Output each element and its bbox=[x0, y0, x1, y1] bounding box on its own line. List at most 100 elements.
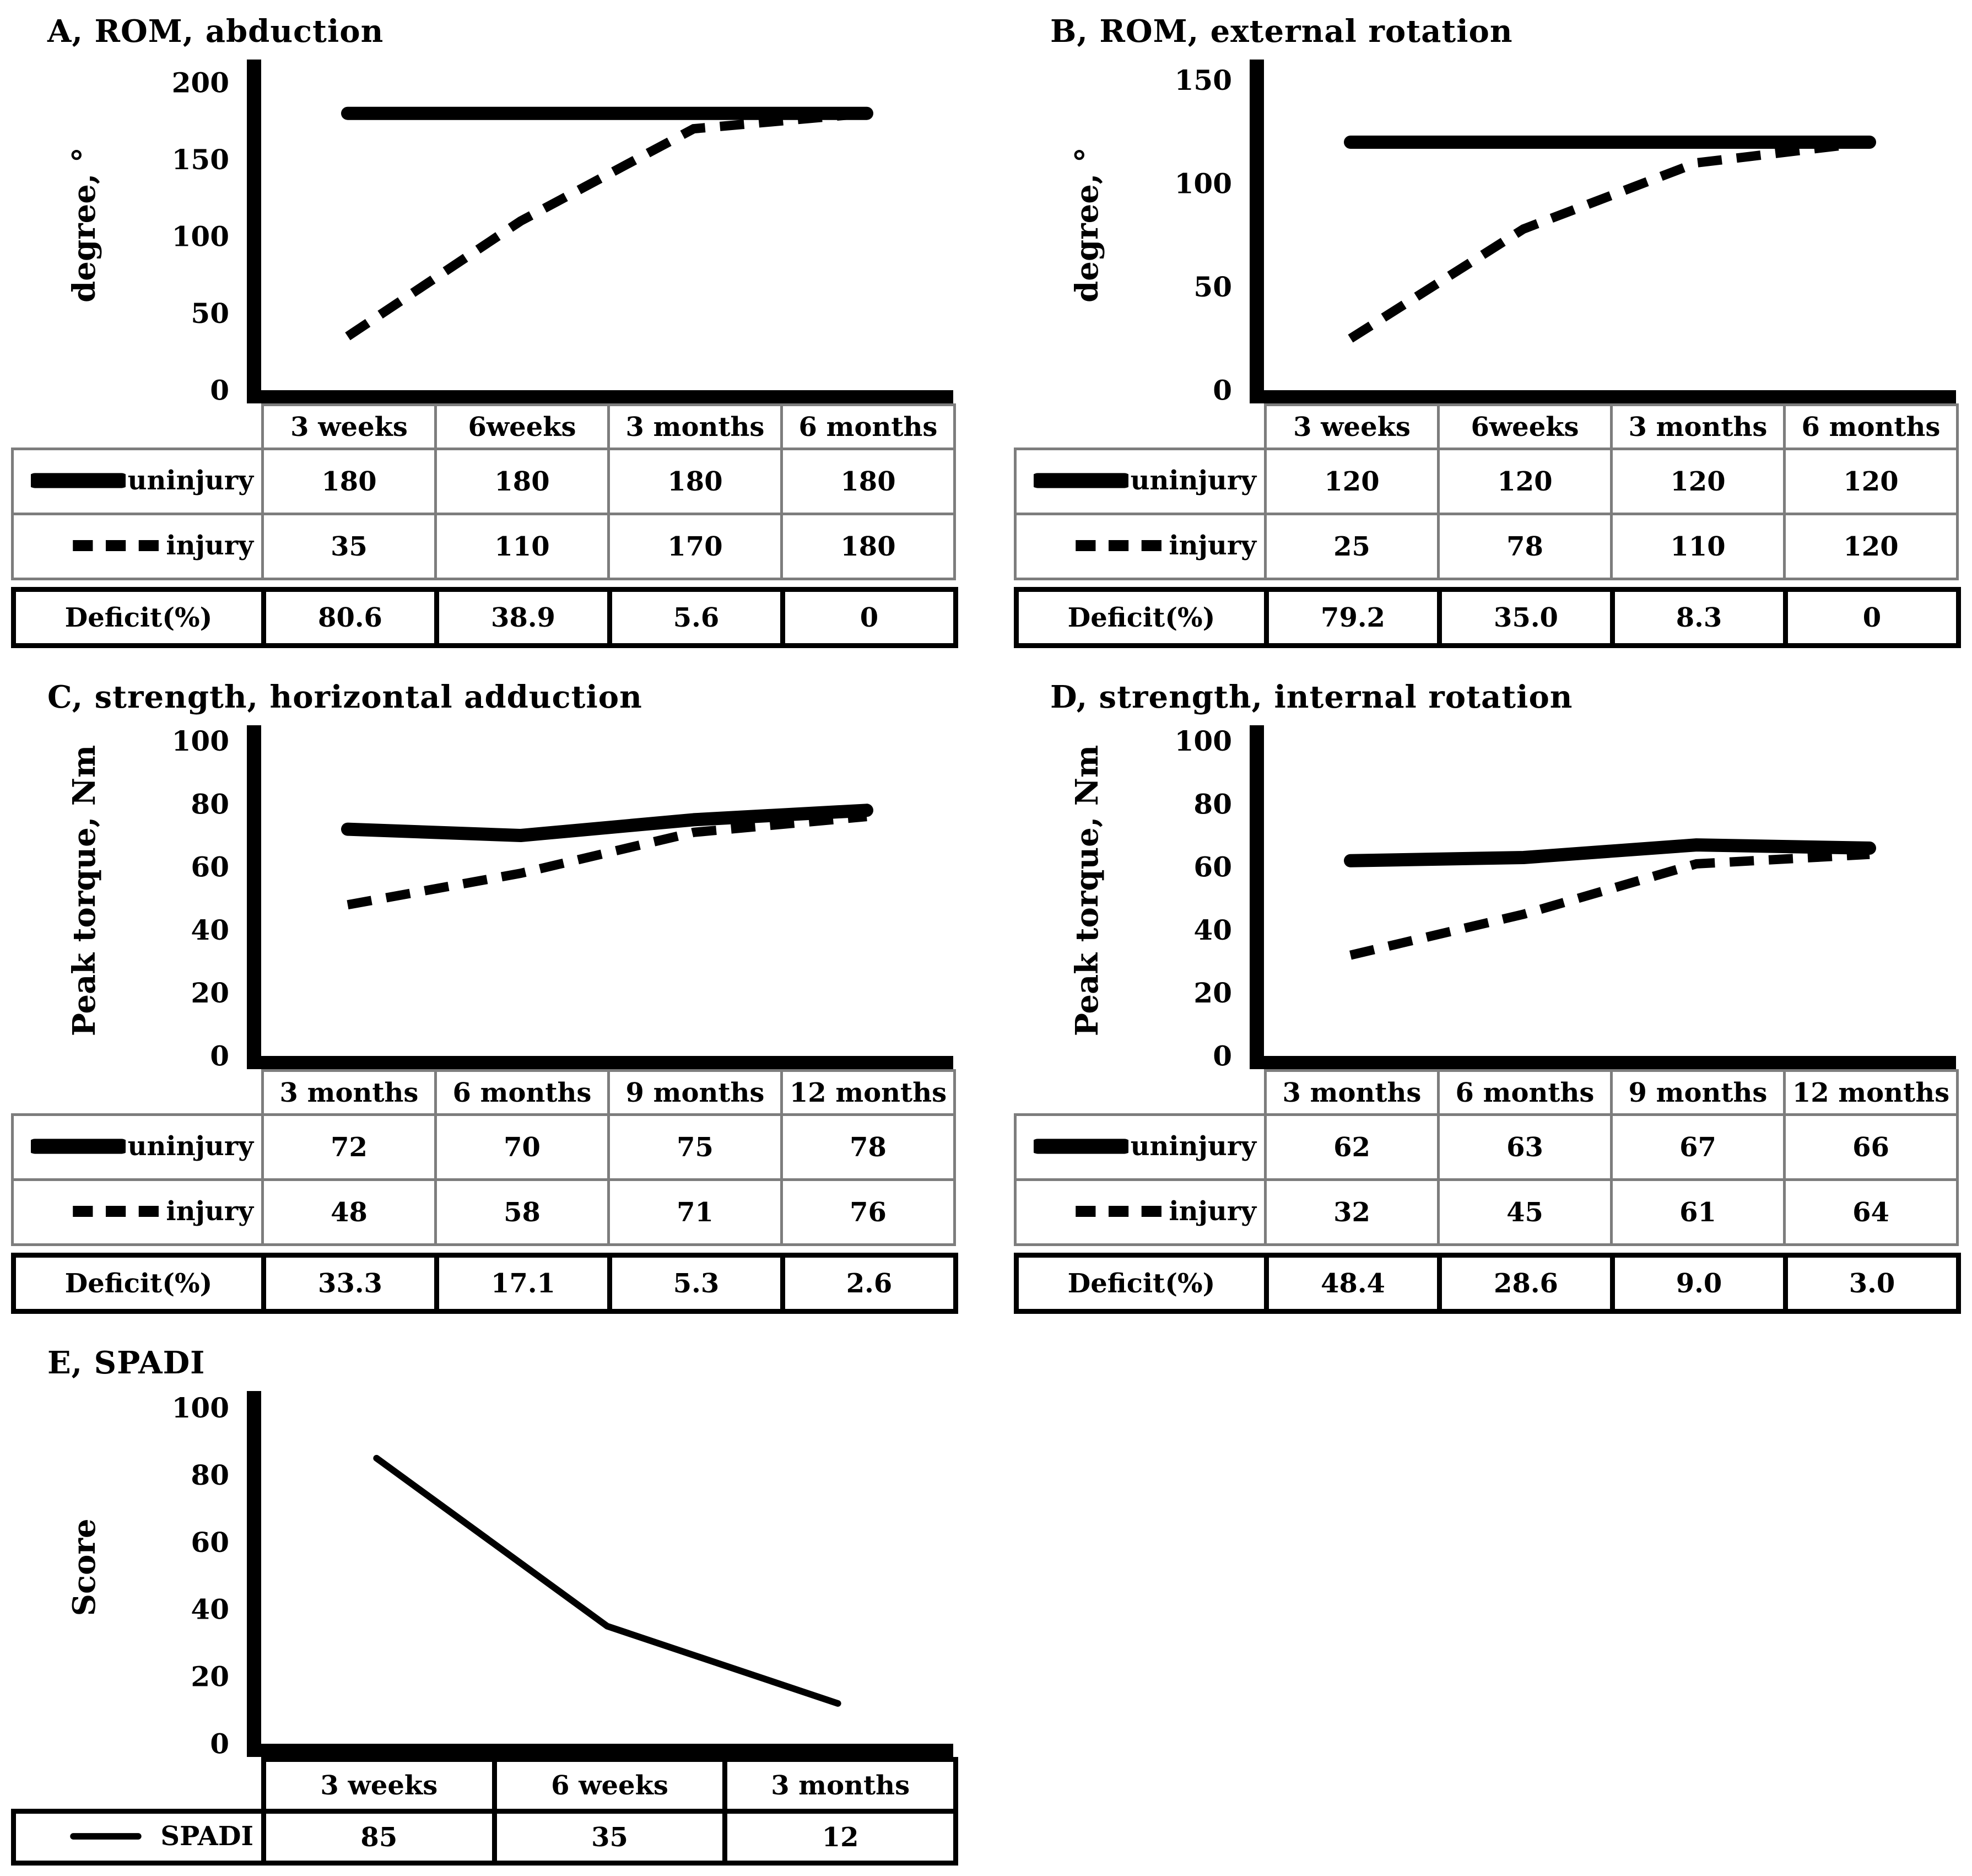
deficit-table-C: Deficit(%) 33.3 17.1 5.3 2.6 bbox=[11, 1253, 958, 1314]
injury-row: injury 25 78 110 120 bbox=[1014, 513, 1959, 580]
value-cell: 180 bbox=[434, 448, 610, 515]
category-header: 6weeks bbox=[1437, 403, 1613, 450]
y-tick-60: 60 bbox=[1193, 851, 1232, 883]
category-header: 3 months bbox=[261, 1069, 437, 1116]
deficit-value-cell: 35.0 bbox=[1437, 587, 1615, 648]
value-cell: 110 bbox=[1610, 513, 1786, 580]
y-tick-40: 40 bbox=[191, 914, 229, 946]
y-tick-40: 40 bbox=[1193, 914, 1232, 946]
value-cell: 75 bbox=[607, 1113, 783, 1181]
blank-cell bbox=[13, 1071, 263, 1115]
data-table-E: 3 weeks 6 weeks 3 months SPADI 85 35 12 bbox=[11, 1757, 958, 1866]
y-axis-bar bbox=[247, 725, 261, 1069]
y-tick-20: 20 bbox=[191, 1661, 229, 1693]
injury-row: injury 35 110 170 180 bbox=[11, 513, 956, 580]
value-cell: 180 bbox=[780, 448, 956, 515]
data-table-A: 3 weeks 6weeks 3 months 6 months uninjury 180… bbox=[11, 403, 956, 580]
category-header: 9 months bbox=[607, 1069, 783, 1116]
value-cell: 76 bbox=[780, 1178, 956, 1246]
deficit-value-cell: 28.6 bbox=[1437, 1253, 1615, 1314]
panel-D: D, strength, internal rotation 0 20 40 60 80 1… bbox=[1014, 679, 1961, 1314]
category-header: 6 months bbox=[780, 403, 956, 450]
category-header: 3 weeks bbox=[1264, 403, 1440, 450]
value-cell: 180 bbox=[780, 513, 956, 580]
data-table-D: 3 months 6 months 9 months 12 months uninjur… bbox=[1014, 1069, 1959, 1246]
deficit-value-cell: 3.0 bbox=[1783, 1253, 1961, 1314]
series-label-injury: injury bbox=[1169, 1195, 1256, 1227]
value-cell: 85 bbox=[261, 1809, 497, 1866]
value-cell: 78 bbox=[780, 1113, 956, 1181]
category-header: 3 months bbox=[1610, 403, 1786, 450]
category-header: 12 months bbox=[780, 1069, 956, 1116]
value-cell: 66 bbox=[1783, 1113, 1959, 1181]
deficit-row: Deficit(%) 33.3 17.1 5.3 2.6 bbox=[11, 1253, 958, 1314]
value-cell: 120 bbox=[1437, 448, 1613, 515]
legend-cell-SPADI: SPADI bbox=[11, 1809, 266, 1866]
category-header: 3 months bbox=[607, 403, 783, 450]
y-axis-bar bbox=[1250, 725, 1264, 1069]
value-cell: 35 bbox=[491, 1809, 728, 1866]
deficit-table-A: Deficit(%) 80.6 38.9 5.6 0 bbox=[11, 587, 958, 648]
series-line-injury bbox=[347, 812, 867, 910]
header-row: 3 weeks 6 weeks 3 months bbox=[14, 1757, 958, 1814]
y-tick-0: 0 bbox=[210, 1040, 229, 1070]
deficit-value-cell: 5.3 bbox=[607, 1253, 785, 1314]
uninjury-row: uninjury 120 120 120 120 bbox=[1014, 448, 1959, 515]
value-cell: 72 bbox=[261, 1113, 437, 1181]
deficit-value-cell: 0 bbox=[1783, 587, 1961, 648]
category-header: 6 months bbox=[1783, 403, 1959, 450]
series-line-uninjury bbox=[341, 804, 873, 842]
x-axis-bar bbox=[1250, 1056, 1956, 1069]
value-cell: 32 bbox=[1264, 1178, 1440, 1246]
y-axis-label: Peak torque, Nm bbox=[1069, 745, 1105, 1036]
deficit-value-cell: 2.6 bbox=[780, 1253, 958, 1314]
panel-B: B, ROM, external rotation 0 50 100 150 degree… bbox=[1014, 13, 1961, 648]
chart-C: 0 20 40 60 80 100 Peak torque, Nm bbox=[66, 725, 953, 1070]
dashed-line-swatch bbox=[1076, 540, 1163, 551]
blank-cell bbox=[14, 1760, 264, 1812]
y-axis-bar bbox=[247, 60, 261, 403]
value-cell: 63 bbox=[1437, 1113, 1613, 1181]
y-tick-150: 150 bbox=[1175, 64, 1232, 96]
chart-B: 0 50 100 150 degree, ° bbox=[1069, 60, 1956, 403]
legend-cell-injury: injury bbox=[1014, 513, 1267, 580]
value-cell: 170 bbox=[607, 513, 783, 580]
deficit-value-cell: 8.3 bbox=[1610, 587, 1788, 648]
deficit-label: Deficit(%) bbox=[1014, 587, 1269, 648]
y-tick-20: 20 bbox=[1193, 977, 1232, 1009]
value-cell: 120 bbox=[1783, 513, 1959, 580]
legend-key-uninjury: uninjury bbox=[17, 1131, 258, 1162]
uninjury-row: uninjury 180 180 180 180 bbox=[11, 448, 956, 515]
legend-key-injury: injury bbox=[17, 530, 258, 561]
y-tick-50: 50 bbox=[1193, 271, 1232, 303]
y-tick-0: 0 bbox=[210, 1728, 229, 1758]
injury-row: injury 32 45 61 64 bbox=[1014, 1178, 1959, 1246]
deficit-value-cell: 38.9 bbox=[434, 587, 612, 648]
series-line-injury bbox=[1348, 137, 1871, 343]
value-cell: 35 bbox=[261, 513, 437, 580]
series-label-injury: injury bbox=[166, 1195, 253, 1227]
series-line-injury bbox=[345, 109, 867, 341]
value-cell: 78 bbox=[1437, 513, 1613, 580]
panel-title-B: B, ROM, external rotation bbox=[1050, 13, 1513, 50]
deficit-row: Deficit(%) 48.4 28.6 9.0 3.0 bbox=[1014, 1253, 1961, 1314]
panel-C: C, strength, horizontal adduction 0 20 40 60… bbox=[11, 679, 958, 1314]
panel-title-D: D, strength, internal rotation bbox=[1050, 679, 1573, 715]
panel-title-A: A, ROM, abduction bbox=[47, 13, 384, 50]
panel-E: E, SPADI 0 20 40 60 80 100 Score 3 weeks 6 weeks 3… bbox=[11, 1345, 958, 1866]
legend-key-injury: injury bbox=[17, 1196, 258, 1227]
value-cell: 62 bbox=[1264, 1113, 1440, 1181]
value-cell: 180 bbox=[607, 448, 783, 515]
category-header: 9 months bbox=[1610, 1069, 1786, 1116]
value-cell: 45 bbox=[1437, 1178, 1613, 1246]
x-axis-bar bbox=[247, 390, 953, 403]
series-label-uninjury: uninjury bbox=[127, 1130, 253, 1162]
figure-grid: A, ROM, abduction 0 50 100 150 200 degree, ° 3 … bbox=[11, 13, 1961, 1866]
y-tick-200: 200 bbox=[172, 66, 229, 99]
y-tick-60: 60 bbox=[191, 1526, 229, 1559]
series-label-uninjury: uninjury bbox=[1130, 1130, 1256, 1162]
data-table-B: 3 weeks 6weeks 3 months 6 months uninjury 120… bbox=[1014, 403, 1959, 580]
deficit-row: Deficit(%) 80.6 38.9 5.6 0 bbox=[11, 587, 958, 648]
value-cell: 12 bbox=[722, 1809, 958, 1866]
y-tick-20: 20 bbox=[191, 977, 229, 1009]
